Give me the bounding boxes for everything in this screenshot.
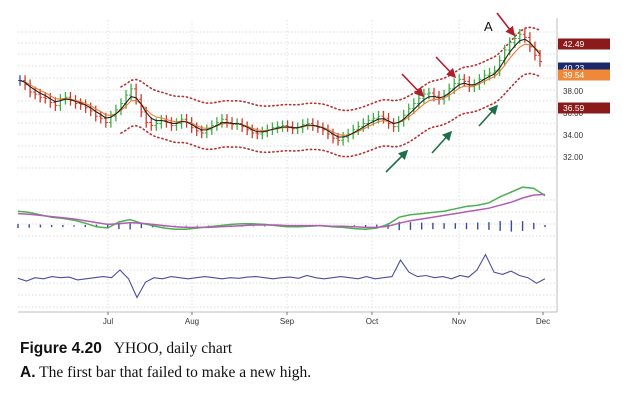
price-box-label: 39.54 [563,70,585,80]
price-box [558,69,610,81]
x-axis-tick-label: Dec [536,317,550,326]
lower-envelope-line [120,72,541,158]
price-box-label: 40.23 [563,63,585,73]
annotation-letter-a: A [484,19,493,34]
red-arrow [496,12,515,37]
figure-caption: Figure 4.20 YHOO, daily chart A. The firs… [20,340,610,382]
y-axis-tick-label: 32.00 [563,153,584,162]
price-box [558,38,610,50]
green-arrow [385,149,409,173]
price-box [558,62,610,74]
green-arrow [478,104,499,127]
green-arrow [431,130,453,154]
note-letter: A. [20,364,36,381]
lower-indicator-line [17,253,546,299]
x-axis-tick-label: Oct [366,317,379,326]
price-box [558,102,610,114]
x-axis-tick-label: Jul [103,317,113,326]
x-axis-tick-label: Aug [185,317,199,326]
x-axis-tick-label: Nov [452,317,466,326]
note-text: The first bar that failed to make a new … [39,364,312,381]
red-arrow [401,73,425,98]
oscillator-fast-line [17,186,546,230]
x-axis-tick-label: Sep [280,317,295,326]
price-chart: 38.0036.0034.0032.0042.4940.2339.5436.59… [17,12,610,326]
caption-title-line: Figure 4.20 YHOO, daily chart [20,340,610,358]
price-box-label: 42.49 [563,39,585,49]
caption-note-line: A. The first bar that failed to make a n… [20,364,610,382]
figure-label: Figure 4.20 [20,340,102,357]
oscillator-slow-line [17,193,546,229]
fast-moving-average-line [19,38,541,138]
figure-title: YHOO, daily chart [113,340,233,357]
slow-moving-average-line [19,43,541,136]
y-axis-tick-label: 34.00 [563,131,584,140]
price-box-label: 36.59 [563,103,585,113]
upper-envelope-line [120,26,541,112]
y-axis-tick-label: 38.00 [563,87,584,96]
red-arrow [435,56,457,79]
